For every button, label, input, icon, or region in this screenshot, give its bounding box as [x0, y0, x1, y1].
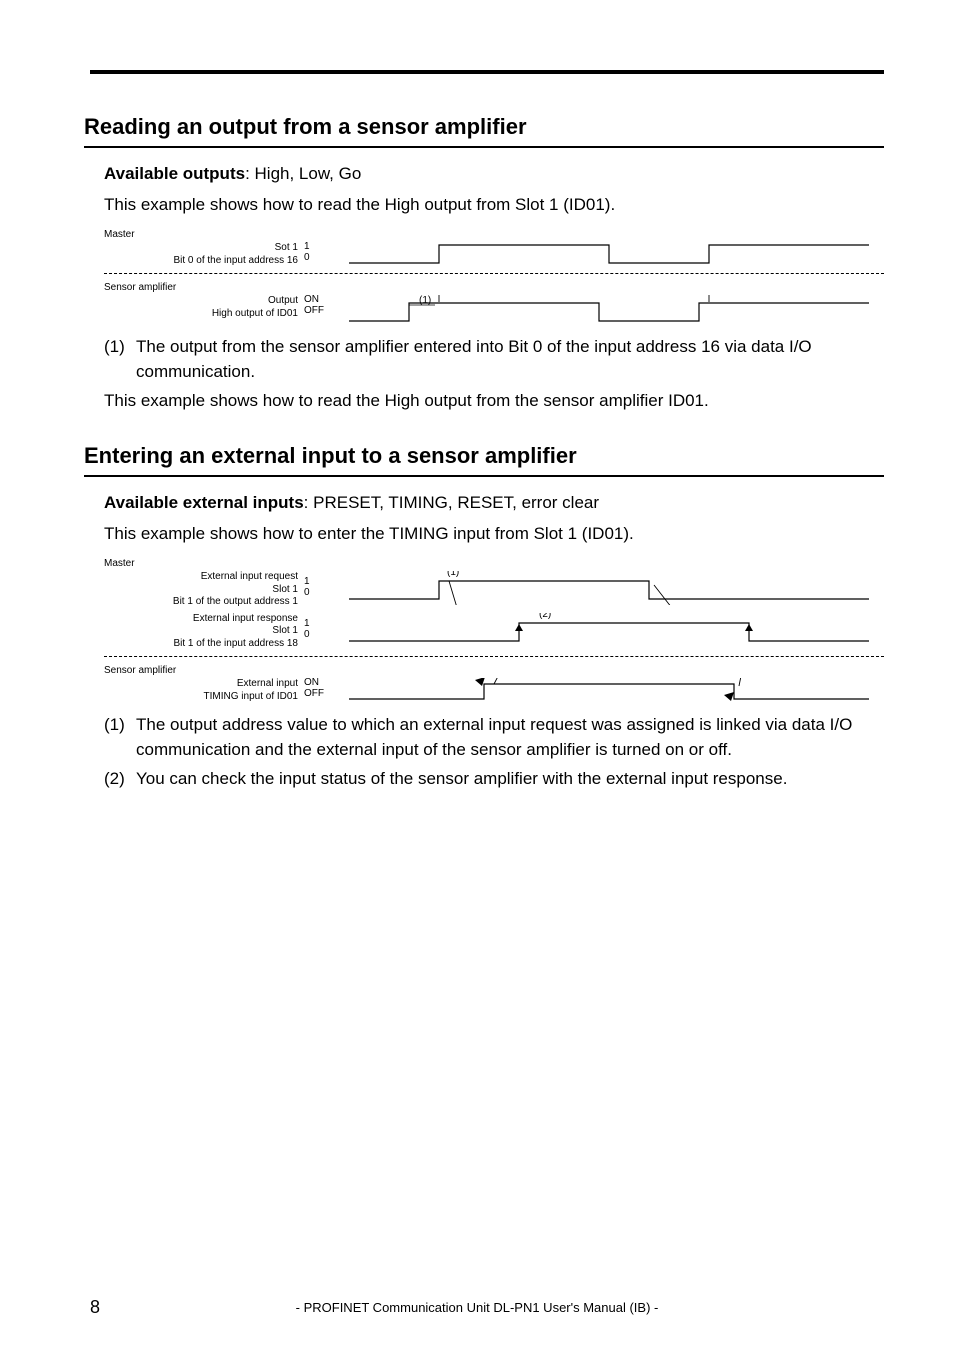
diagram2-resp-line3: Bit 1 of the input address 18	[104, 638, 298, 651]
section1-available: Available outputs: High, Low, Go	[104, 162, 884, 187]
diagram2-req-levels: 1 0	[304, 571, 334, 599]
diagram1-master-lo: 0	[304, 253, 334, 264]
section2-note1-num: (1)	[104, 713, 136, 762]
diagram2-req-line1: External input request	[104, 571, 298, 584]
section2-note1: (1) The output address value to which an…	[104, 713, 884, 762]
diagram2-sensor-levels: ON OFF	[304, 678, 334, 700]
section1-outro: This example shows how to read the High …	[104, 389, 884, 414]
section1-note1: (1) The output from the sensor amplifier…	[104, 335, 884, 384]
diagram2-sensor-line2: TIMING input of ID01	[104, 691, 298, 704]
diagram2-req-wave: (1)	[334, 571, 884, 605]
diagram1-callout1: (1)	[419, 295, 431, 306]
section2-note2-num: (2)	[104, 767, 136, 792]
section1-available-values: : High, Low, Go	[245, 164, 361, 183]
diagram2-callout1: (1)	[447, 571, 459, 578]
section1-available-label: Available outputs	[104, 164, 245, 183]
diagram1-master-labels: Sot 1 Bit 0 of the input address 16	[104, 242, 304, 267]
diagram1-master-line2: Bit 0 of the input address 16	[104, 255, 298, 268]
diagram1-master-line1: Sot 1	[104, 242, 298, 255]
diagram2-sep	[104, 656, 884, 657]
diagram1-sep	[104, 273, 884, 274]
diagram1-master-wave	[334, 242, 884, 266]
footer-caption: - PROFINET Communication Unit DL-PN1 Use…	[296, 1300, 659, 1315]
section1-rule	[84, 146, 884, 148]
diagram2-req-line3: Bit 1 of the output address 1	[104, 596, 298, 609]
diagram2-sensor-wave	[334, 678, 884, 702]
diagram2-req-lo: 0	[304, 588, 334, 599]
diagram2-resp-levels: 1 0	[304, 613, 334, 641]
diagram2-master-title: Master	[104, 558, 884, 569]
diagram2-req-line2: Slot 1	[104, 584, 298, 597]
section2-rule	[84, 475, 884, 477]
diagram1-sensor-line1: Output	[104, 295, 298, 308]
diagram1-sensor-title: Sensor amplifier	[104, 282, 884, 293]
section2-available-values: : PRESET, TIMING, RESET, error clear	[304, 493, 599, 512]
diagram2-sensor-line1: External input	[104, 678, 298, 691]
diagram2-resp-line1: External input response	[104, 613, 298, 626]
diagram2-sensor-lo: OFF	[304, 689, 334, 700]
diagram1-sensor-labels: Output High output of ID01	[104, 295, 304, 320]
diagram1-sensor-lo: OFF	[304, 306, 334, 317]
top-rule	[90, 70, 884, 74]
section2-heading: Entering an external input to a sensor a…	[84, 443, 884, 469]
diagram2-resp-labels: External input response Slot 1 Bit 1 of …	[104, 613, 304, 651]
section2-note2: (2) You can check the input status of th…	[104, 767, 884, 792]
section2-available: Available external inputs: PRESET, TIMIN…	[104, 491, 884, 516]
section1-note1-num: (1)	[104, 335, 136, 384]
diagram2-sensor-labels: External input TIMING input of ID01	[104, 678, 304, 703]
section1-intro: This example shows how to read the High …	[104, 193, 884, 218]
diagram1: Master Sot 1 Bit 0 of the input address …	[104, 229, 884, 325]
diagram2-sensor-title: Sensor amplifier	[104, 665, 884, 676]
diagram2: Master External input request Slot 1 Bit…	[104, 558, 884, 703]
section1-heading: Reading an output from a sensor amplifie…	[84, 114, 884, 140]
diagram2-resp-line2: Slot 1	[104, 625, 298, 638]
diagram1-sensor-line2: High output of ID01	[104, 308, 298, 321]
section2-available-label: Available external inputs	[104, 493, 304, 512]
diagram2-resp-wave: (2)	[334, 613, 884, 647]
page-number: 8	[90, 1297, 100, 1318]
section2-note2-text: You can check the input status of the se…	[136, 767, 884, 792]
section2-note1-text: The output address value to which an ext…	[136, 713, 884, 762]
diagram1-sensor-wave: (1)	[334, 295, 884, 325]
diagram2-callout2: (2)	[539, 613, 551, 620]
diagram1-sensor-levels: ON OFF	[304, 295, 334, 317]
page-footer: 8 - PROFINET Communication Unit DL-PN1 U…	[0, 1297, 954, 1318]
diagram1-master-title: Master	[104, 229, 884, 240]
diagram1-master-levels: 1 0	[304, 242, 334, 264]
section1-note1-text: The output from the sensor amplifier ent…	[136, 335, 884, 384]
section2-intro: This example shows how to enter the TIMI…	[104, 522, 884, 547]
diagram2-resp-lo: 0	[304, 630, 334, 641]
diagram2-req-labels: External input request Slot 1 Bit 1 of t…	[104, 571, 304, 609]
